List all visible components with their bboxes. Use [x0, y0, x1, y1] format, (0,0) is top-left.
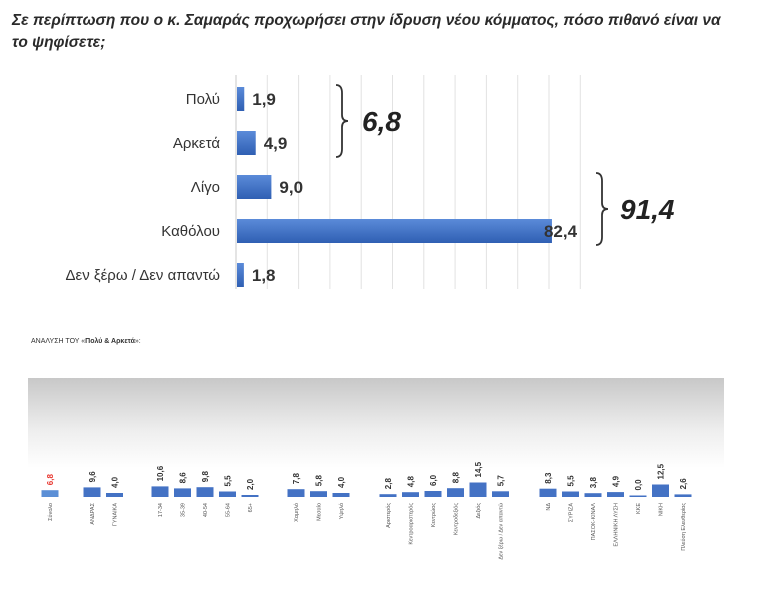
column-category-label: 35-39 [181, 503, 187, 517]
column-bar [447, 488, 464, 497]
column-value-label: 0,0 [634, 479, 643, 491]
column-bar [241, 495, 259, 497]
breakdown-title-bold: Πολύ & Αρκετά [85, 338, 135, 345]
column-value-label: 5,5 [567, 475, 576, 487]
column-category-label: Μεσαίο [317, 503, 323, 521]
column-value-label: 6,0 [429, 474, 438, 486]
column-value-label: 8,6 [179, 472, 188, 484]
annotation-sum-low: 6,8 [362, 106, 401, 137]
breakdown-title: ΑΝΑΛΥΣΗ ΤΟΥ «Πολύ & Αρκετά»: [31, 338, 141, 345]
column-value-label: 2,8 [384, 478, 393, 490]
category-label: Καθόλου [161, 223, 220, 240]
column-bar [402, 492, 419, 497]
column-bar [584, 493, 602, 497]
column-value-label: 4,9 [612, 475, 621, 487]
column-value-label: 5,8 [315, 475, 324, 487]
column-value-label: 9,8 [201, 471, 210, 483]
column-bar [332, 493, 350, 497]
column-category-label: Χαμηλό [293, 503, 300, 522]
column-category-label: ΣΥΡΙΖΑ [569, 503, 575, 523]
column-category-label: 65+ [248, 503, 254, 512]
column-bar [310, 491, 327, 497]
column-bar [106, 493, 123, 497]
breakdown-panel [28, 378, 724, 528]
column-bar [629, 495, 647, 497]
column-bar [151, 486, 169, 497]
bar-value-label: 4,9 [264, 134, 288, 153]
column-value-label: 5,7 [497, 475, 506, 487]
breakdown-bar-chart: 6,8 Σύνολο 9,6 ΑΝΔΡΑΣ 4,0 ΓΥΝΑΙΚΑ 10,6 17-34 8,6… [28, 378, 724, 560]
bar [237, 87, 245, 111]
breakdown-title-prefix: ΑΝΑΛΥΣΗ ΤΟΥ « [31, 338, 86, 345]
category-label: Αρκετά [173, 135, 220, 152]
breakdown-title-suffix: »: [134, 338, 141, 345]
brace-high [595, 172, 609, 246]
bar-value-label: 82,4 [544, 222, 578, 241]
column-category-label: Κεντροδεξιός [453, 503, 460, 535]
column-bar [492, 491, 509, 497]
bar-value-label: 1,8 [252, 266, 276, 285]
column-value-label: 9,6 [88, 471, 97, 483]
column-category-label: ΝΙΚΗ [659, 503, 665, 516]
bar [237, 175, 272, 199]
column-value-label: 10,6 [156, 465, 165, 481]
column-value-label: 7,8 [292, 473, 301, 485]
column-bar [652, 484, 669, 497]
category-label: Πολύ [186, 91, 220, 108]
column-category-label: Υψηλό [338, 503, 345, 519]
column-bar [469, 482, 487, 497]
column-category-label: ΚΚΕ [636, 503, 642, 514]
column-value-label: 5,5 [224, 475, 233, 487]
column-bar [424, 491, 442, 497]
bar-value-label: 9,0 [279, 178, 303, 197]
column-bar [219, 491, 236, 497]
column-value-label: 2,0 [246, 478, 255, 490]
column-category-label: ΕΛΛΗΝΙΚΗ ΛΥΣΗ [614, 503, 620, 547]
column-value-label: 6,8 [46, 474, 55, 486]
column-bar [562, 491, 579, 497]
column-value-label: 4,8 [407, 476, 416, 488]
column-category-label: ΓΥΝΑΙΚΑ [113, 503, 119, 527]
column-bar [607, 492, 624, 497]
column-value-label: 14,5 [474, 461, 483, 477]
column-value-label: 4,0 [111, 476, 120, 488]
column-value-label: 8,3 [544, 472, 553, 484]
column-category-label: 55-64 [226, 503, 232, 517]
annotation-sum-high: 91,4 [620, 194, 675, 225]
column-category-label: Κεντρώος [430, 503, 437, 528]
column-bar [287, 489, 305, 497]
column-category-label: 40-54 [203, 503, 209, 517]
column-bar [539, 488, 557, 497]
column-category-label: ΠΑΣΟΚ-ΚΙΝΑΛ [591, 503, 597, 541]
column-bar [379, 494, 397, 497]
column-category-label: ΑΝΔΡΑΣ [90, 502, 96, 524]
column-value-label: 8,8 [452, 472, 461, 484]
column-category-label: 17-34 [158, 503, 164, 517]
column-bar [674, 494, 692, 497]
column-category-label: Αριστερός [385, 503, 392, 528]
column-value-label: 12,5 [657, 463, 666, 479]
column-bar [174, 488, 191, 497]
bar-value-label: 1,9 [252, 90, 276, 109]
category-label: Δεν ξέρω / Δεν απαντώ [66, 267, 221, 284]
column-value-label: 3,8 [589, 477, 598, 489]
brace-low [335, 84, 349, 158]
column-category-label: Δεν ξέρω / Δεν απαντώ [498, 502, 505, 559]
column-value-label: 2,6 [679, 478, 688, 490]
column-bar [196, 487, 214, 497]
column-category-label: ΝΔ [546, 503, 552, 511]
column-value-label: 4,0 [337, 476, 346, 488]
column-bar [41, 490, 59, 497]
category-label: Λίγο [191, 179, 220, 196]
column-category-label: Σύνολο [47, 503, 54, 521]
column-category-label: Κεντροαριστερός [408, 503, 415, 545]
bar [237, 131, 256, 155]
question-text: Σε περίπτωση που ο κ. Σαμαράς προχωρήσει… [12, 12, 721, 51]
column-bar [83, 487, 101, 497]
bar [237, 263, 244, 287]
bar [237, 219, 552, 243]
likelihood-bar-chart: Πολύ 1,9 Αρκετά 4,9 Λίγο 9,0 Καθόλου 82,4 Δεν ξέ… [66, 75, 675, 289]
column-category-label: Πλεύση Ελευθερίας [680, 503, 687, 551]
column-category-label: Δεξιός [475, 503, 482, 519]
